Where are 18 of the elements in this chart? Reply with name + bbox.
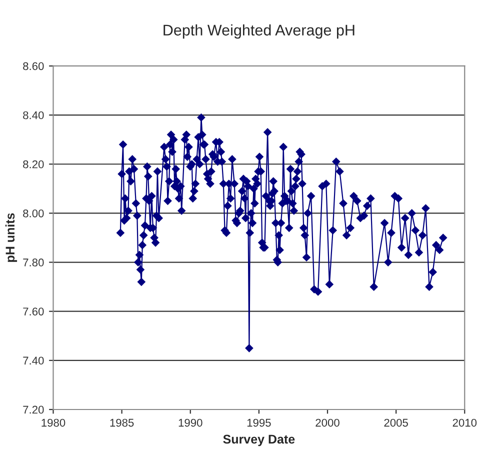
y-tick-label: 8.40 — [23, 111, 44, 120]
y-tick-label: 8.20 — [23, 160, 44, 168]
y-tick-label: 7.60 — [23, 308, 44, 316]
x-tick-label: 2000 — [316, 418, 340, 427]
y-tick-label: 8.00 — [23, 209, 44, 218]
y-tick-label: 8.60 — [23, 62, 44, 70]
x-tick-label: 2005 — [384, 418, 408, 427]
y-tick-label: 7.20 — [23, 406, 44, 414]
x-tick-label: 1990 — [178, 418, 202, 427]
x-axis-title: Survey Date — [223, 434, 295, 446]
x-tick-label: 1985 — [110, 418, 134, 427]
chart-title: Depth Weighted Average pH — [164, 24, 354, 39]
y-axis-title: pH units — [5, 213, 18, 262]
y-tick-label: 7.40 — [23, 356, 44, 365]
x-tick-label: 2010 — [452, 418, 477, 427]
y-tick-label: 7.80 — [23, 258, 44, 266]
x-tick-label: 1995 — [247, 418, 271, 427]
x-tick-label: 1980 — [42, 418, 66, 427]
